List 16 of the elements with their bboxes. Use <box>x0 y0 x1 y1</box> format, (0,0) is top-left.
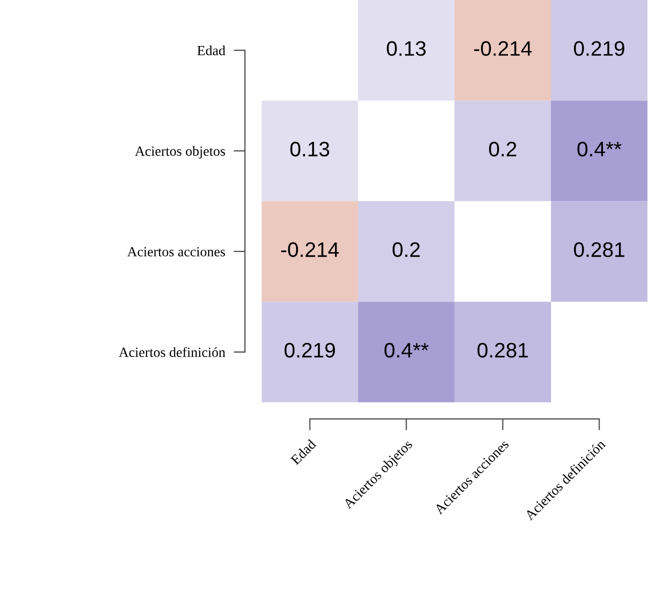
data-label: 0.281 <box>478 342 528 358</box>
data-label: 0.281 <box>574 242 624 258</box>
data-label: 0.13 <box>386 41 426 56</box>
y-tick-label: Aciertos acciones <box>127 247 225 256</box>
data-label: -0.214 <box>281 242 339 258</box>
data-label: 0.13 <box>290 142 330 156</box>
y-tick-label: Aciertos definición <box>118 347 226 357</box>
data-label: 0.219 <box>574 41 624 56</box>
data-label: 0.219 <box>284 342 335 358</box>
data-label: 0.2 <box>392 242 420 258</box>
data-label: 0.2 <box>489 142 516 156</box>
data-label: 0.4** <box>577 142 622 156</box>
data-label: 0.4** <box>384 342 429 358</box>
y-tick-label: Aciertos objetos <box>134 146 225 159</box>
y-tick-label: Edad <box>197 45 226 56</box>
data-label: -0.214 <box>474 41 532 56</box>
